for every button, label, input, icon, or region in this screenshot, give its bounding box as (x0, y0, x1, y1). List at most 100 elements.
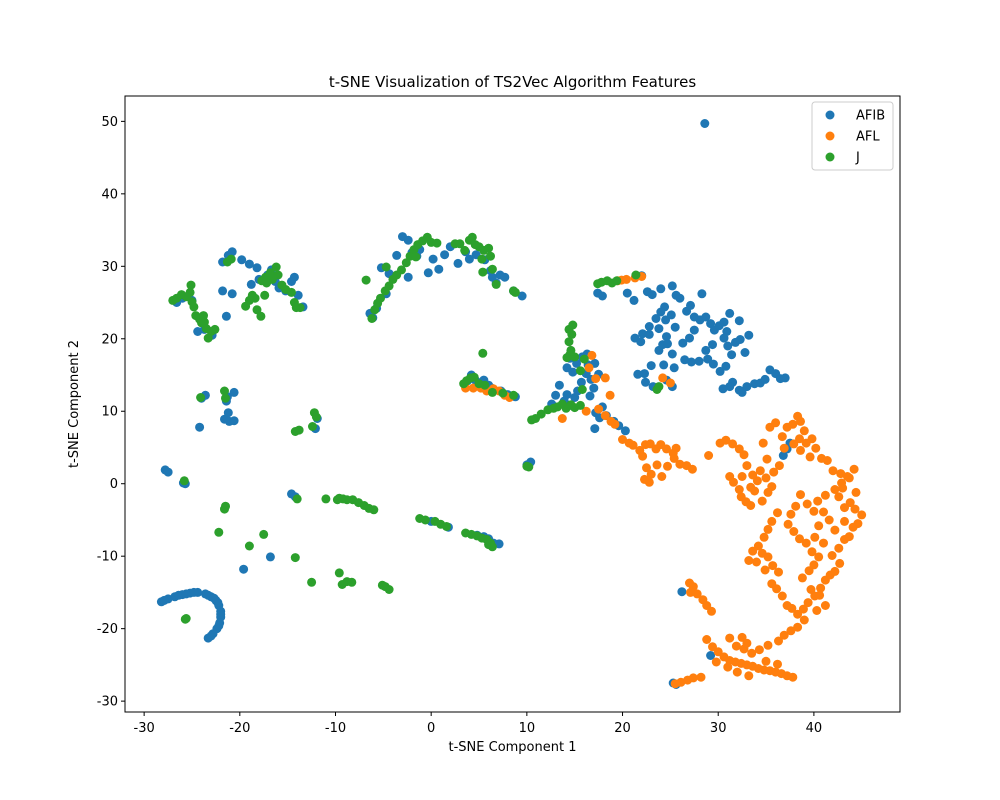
data-point (491, 279, 501, 289)
data-point (723, 662, 733, 672)
y-tick-label: 40 (101, 187, 118, 202)
data-point (597, 291, 607, 301)
data-point (778, 451, 788, 460)
data-point (755, 466, 765, 476)
data-point (460, 245, 470, 255)
data-point (256, 311, 266, 321)
data-point (647, 290, 657, 300)
data-point (590, 424, 600, 434)
data-point (814, 552, 824, 562)
data-point (803, 598, 813, 608)
data-point (670, 679, 680, 689)
data-point (795, 534, 804, 544)
data-point (195, 422, 205, 432)
data-point (576, 377, 586, 387)
data-point (564, 337, 574, 347)
data-point (455, 239, 465, 249)
data-point (708, 359, 718, 369)
data-point (789, 527, 799, 536)
data-point (478, 348, 488, 358)
data-point (290, 553, 300, 563)
data-point (223, 408, 233, 418)
data-point (646, 469, 656, 479)
data-point (789, 439, 799, 449)
data-point (631, 270, 641, 280)
data-point (585, 391, 595, 401)
data-point (658, 373, 668, 383)
data-point (498, 388, 508, 398)
data-point (271, 262, 281, 272)
data-point (622, 288, 632, 298)
data-point (311, 412, 321, 422)
data-point (252, 263, 262, 273)
data-point (746, 482, 756, 492)
data-point (307, 577, 317, 587)
data-point (680, 355, 690, 365)
data-point (742, 461, 752, 471)
data-point (830, 485, 840, 494)
data-point (214, 621, 224, 631)
data-point (292, 494, 302, 504)
legend-box (811, 101, 894, 171)
data-point (688, 673, 698, 683)
data-point (227, 289, 237, 299)
data-point (725, 633, 735, 643)
y-axis-ticks: -30 -20 -10 0 10 20 30 40 50 (97, 115, 125, 710)
data-point (384, 585, 394, 594)
chart-title: t-SNE Visualization of TS2Vec Algorithm … (329, 73, 697, 91)
data-point (618, 435, 627, 444)
data-point (642, 463, 651, 473)
legend-entry: AFL (856, 130, 880, 145)
data-point (227, 247, 237, 257)
data-point (729, 477, 738, 487)
data-point (478, 267, 488, 277)
data-point (641, 377, 650, 387)
data-point (587, 350, 597, 360)
data-point (453, 258, 463, 268)
data-point (747, 648, 757, 658)
data-point (780, 373, 790, 383)
data-point (816, 583, 826, 593)
data-point (600, 373, 610, 383)
data-point (806, 585, 816, 594)
data-point (434, 264, 444, 274)
data-point (554, 380, 564, 390)
data-point (779, 443, 789, 453)
data-point (229, 416, 239, 426)
data-point (786, 626, 796, 636)
data-point (844, 532, 854, 542)
data-point (636, 337, 646, 347)
data-point (760, 374, 770, 384)
y-tick-label: 20 (101, 332, 118, 347)
data-point (250, 293, 260, 303)
data-point (638, 329, 648, 339)
data-point (822, 456, 832, 465)
data-point (748, 470, 758, 480)
data-point (786, 509, 796, 519)
legend: AFIB AFL J (811, 101, 894, 171)
data-point (773, 508, 782, 518)
data-point (763, 552, 773, 562)
x-tick-label: 40 (806, 721, 823, 736)
data-point (411, 252, 421, 262)
data-point (739, 450, 749, 460)
data-point (689, 312, 699, 322)
y-tick-label: -20 (97, 622, 118, 637)
data-point (767, 516, 777, 526)
data-point (830, 566, 840, 576)
data-point (835, 558, 845, 568)
data-point (294, 425, 304, 435)
data-point (469, 372, 479, 382)
data-point (229, 387, 239, 397)
data-point (392, 250, 402, 260)
data-point (772, 584, 782, 594)
data-point (727, 350, 737, 360)
data-point (802, 499, 812, 509)
data-point (762, 454, 772, 464)
series-j (168, 232, 664, 624)
x-tick-label: 20 (614, 721, 631, 736)
points-layer (156, 119, 867, 689)
data-point (777, 432, 787, 442)
legend-marker (825, 131, 835, 141)
